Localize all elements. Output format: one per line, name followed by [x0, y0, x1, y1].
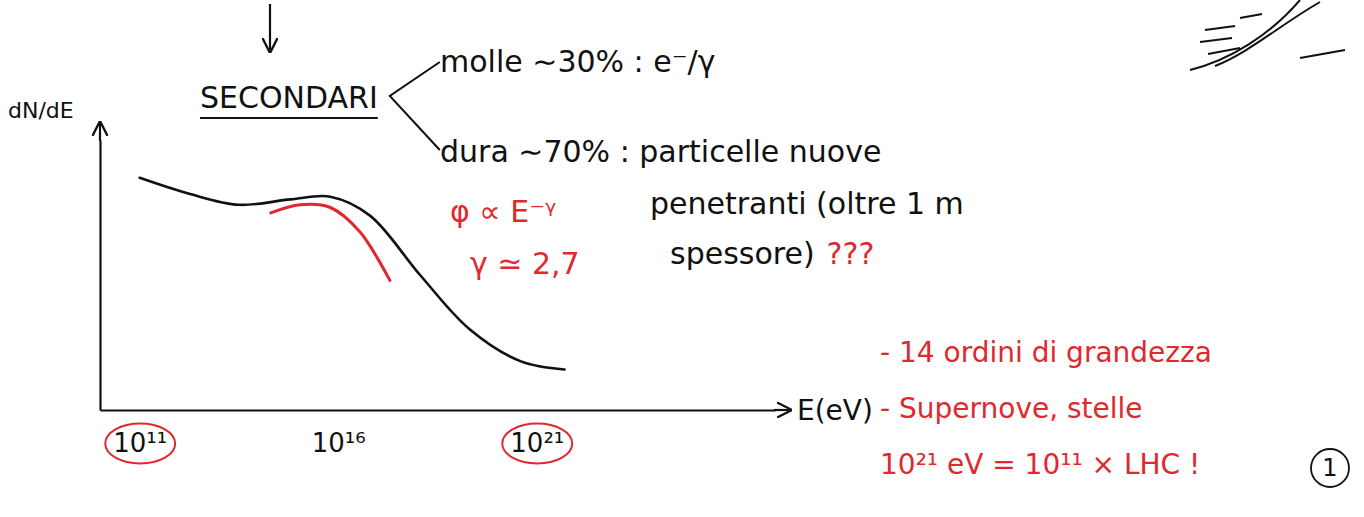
annotation: γ ≃ 2,7 [470, 246, 580, 281]
note-line: penetranti (oltre 1 m [650, 186, 964, 221]
x-tick: 10²¹ [502, 410, 572, 463]
x-tick-label: 10¹¹ [113, 428, 167, 458]
x-axis-arrow [774, 409, 789, 411]
curve [271, 204, 390, 280]
remark: - Supernove, stelle [880, 392, 1143, 425]
y-axis-title: dN/dE [8, 98, 74, 123]
x-tick: 10¹¹ [105, 410, 175, 463]
note-line: dura ∼70% : particelle nuove [440, 134, 881, 169]
note-line: spessore) [670, 236, 815, 271]
page-circle [1311, 449, 1349, 487]
remark: - 14 ordini di grandezza [880, 336, 1212, 369]
x-tick-label: 10¹⁶ [312, 428, 366, 458]
page: SECONDARI molle ∼30% : e⁻/γ dura ∼70% : pa… [0, 0, 1364, 517]
page-number: 1 [1322, 454, 1337, 482]
note-query: ??? [827, 236, 875, 271]
x-axis: 10¹¹ 10¹⁶ 10²¹ [101, 410, 776, 463]
remark: 10²¹ eV = 10¹¹ × LHC ! [880, 448, 1200, 481]
tick-circle [105, 423, 175, 463]
x-tick: 10¹⁶ [312, 410, 366, 458]
arrow [269, 4, 271, 50]
underline [200, 117, 378, 119]
x-axis-line [101, 409, 776, 411]
note-line: molle ∼30% : e⁻/γ [440, 44, 715, 79]
tick-circle [502, 423, 572, 463]
sketch [1190, 0, 1345, 70]
brace [390, 62, 440, 150]
annotation: φ ∝ E⁻ᵞ [450, 194, 556, 229]
y-axis-line [99, 141, 101, 411]
heading: SECONDARI [200, 80, 378, 115]
x-tick-label: 10²¹ [510, 428, 564, 458]
x-axis-title: E(eV) [797, 394, 873, 427]
y-axis [100, 141, 101, 411]
y-axis-arrow [99, 124, 101, 141]
